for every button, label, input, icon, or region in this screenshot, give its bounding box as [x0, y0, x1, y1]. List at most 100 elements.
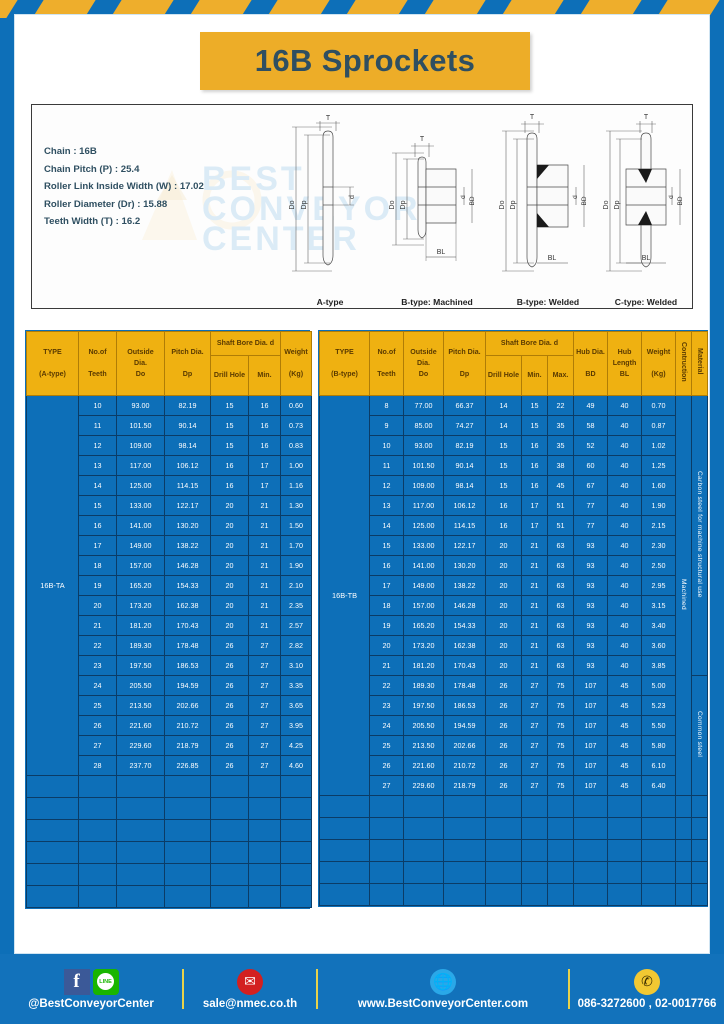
data-cell: 17 — [521, 495, 548, 516]
th-b-hubdia-sub: BD — [585, 370, 596, 378]
data-cell-empty — [691, 839, 709, 862]
data-cell: 75 — [546, 735, 575, 756]
table-row: 18 157.00 146.28 20 21 1.90 — [27, 555, 312, 576]
data-cell: 133.00 — [403, 535, 444, 556]
data-cell: 157.00 — [403, 595, 444, 616]
data-cell: 45 — [607, 675, 643, 696]
data-cell: 93 — [573, 615, 609, 636]
data-cell: 237.70 — [116, 755, 165, 776]
data-cell: 77 — [573, 515, 609, 536]
th-b-weight-sub: (Kg) — [651, 370, 666, 378]
data-cell: 21 — [521, 555, 548, 576]
data-cell: 63 — [546, 555, 575, 576]
data-cell: 75 — [546, 675, 575, 696]
data-cell: 15 — [485, 435, 522, 456]
data-cell-empty — [116, 819, 165, 842]
type-label-cell: 16B-TA — [26, 395, 79, 776]
table-row: 25 213.50 202.66 26 27 3.65 — [27, 695, 312, 716]
data-cell: 0.73 — [280, 415, 312, 436]
th-b-teeth-main: No.of — [377, 348, 396, 356]
data-cell: 20 — [369, 635, 404, 656]
data-cell: 15 — [521, 395, 548, 416]
data-cell: 20 — [210, 495, 249, 516]
data-cell: 26 — [210, 735, 249, 756]
table-row: 20 173.20 162.38 20 21 63 93 40 3.60 — [320, 635, 708, 656]
th-a-weight: Weight (Kg) — [280, 331, 312, 396]
data-cell: 27 — [521, 735, 548, 756]
data-cell: 11 — [369, 455, 404, 476]
data-cell-empty — [280, 841, 312, 864]
data-cell: 16 — [485, 495, 522, 516]
data-cell: 15 — [210, 415, 249, 436]
data-cell: 26 — [210, 695, 249, 716]
footer-item-social[interactable]: f LINE @BestConveyorCenter — [0, 968, 182, 1010]
th-a-min: Min. — [248, 355, 281, 396]
data-cell: 210.72 — [443, 755, 486, 776]
material-cell-common-steel: Common steel — [691, 675, 709, 796]
data-cell: 77 — [573, 495, 609, 516]
data-cell-empty — [26, 841, 79, 864]
email-icon[interactable]: ✉ — [237, 968, 263, 995]
data-cell-empty — [521, 795, 548, 818]
data-cell: 122.17 — [443, 535, 486, 556]
footer-item-email[interactable]: ✉ sale@nmec.co.th — [184, 968, 316, 1010]
data-cell-empty — [443, 883, 486, 906]
data-cell: 26 — [210, 715, 249, 736]
phone-icon[interactable]: ✆ — [634, 968, 660, 995]
th-b-hublen-sub2: BL — [619, 370, 630, 378]
data-cell: 17 — [78, 535, 117, 556]
data-cell: 63 — [546, 635, 575, 656]
data-cell: 146.28 — [164, 555, 211, 576]
spec-line-roller-width: Roller Link Inside Width (W) : 17.02 — [44, 181, 204, 192]
data-cell: 40 — [607, 515, 643, 536]
table-row: 9 85.00 74.27 14 15 35 58 40 0.87 — [320, 415, 708, 436]
data-cell: 21 — [521, 655, 548, 676]
data-cell-empty — [78, 841, 117, 864]
table-row: 17 149.00 138.22 20 21 63 93 40 2.95 — [320, 575, 708, 596]
data-cell-empty — [521, 839, 548, 862]
th-b-hublen-main: Hub — [617, 348, 632, 356]
data-cell: 173.20 — [116, 595, 165, 616]
th-a-teeth-sub: Teeth — [88, 370, 107, 378]
data-cell: 93 — [573, 655, 609, 676]
data-cell: 5.80 — [641, 735, 677, 756]
data-cell: 24 — [78, 675, 117, 696]
data-cell: 52 — [573, 435, 609, 456]
globe-icon[interactable]: 🌐 — [430, 968, 456, 995]
th-b-construction: Contruction — [675, 331, 693, 396]
page-title: 16B Sprockets — [254, 43, 476, 78]
data-cell: 218.79 — [443, 775, 486, 796]
data-cell-empty — [280, 863, 312, 886]
data-cell: 82.19 — [443, 435, 486, 456]
data-cell: 194.59 — [164, 675, 211, 696]
data-cell: 3.60 — [641, 635, 677, 656]
data-cell: 20 — [210, 555, 249, 576]
data-cell: 63 — [546, 595, 575, 616]
svg-text:Dp: Dp — [614, 200, 621, 209]
data-cell: 178.48 — [443, 675, 486, 696]
data-cell-empty — [164, 775, 211, 798]
th-b-hublen: Hub Length BL — [607, 331, 643, 396]
data-cell: 40 — [607, 455, 643, 476]
data-cell: 0.87 — [641, 415, 677, 436]
social-icon-row: f LINE — [63, 968, 119, 995]
data-cell: 4.60 — [280, 755, 312, 776]
data-cell-empty — [319, 795, 370, 818]
data-cell-empty — [78, 885, 117, 908]
data-cell: 154.33 — [443, 615, 486, 636]
data-cell: 25 — [369, 735, 404, 756]
data-cell: 40 — [607, 555, 643, 576]
footer-item-phone[interactable]: ✆ 086-3272600 , 02-0017766 — [570, 968, 724, 1010]
data-cell: 165.20 — [116, 575, 165, 596]
facebook-icon[interactable]: f — [63, 968, 90, 995]
data-cell: 21 — [369, 655, 404, 676]
data-cell-empty — [691, 817, 709, 840]
data-cell: 8 — [369, 395, 404, 416]
data-cell-empty — [116, 885, 165, 908]
line-icon[interactable]: LINE — [92, 968, 119, 995]
data-cell-empty — [485, 817, 522, 840]
th-b-type-main: TYPE — [335, 348, 354, 356]
footer-item-website[interactable]: 🌐 www.BestConveyorCenter.com — [318, 968, 568, 1010]
table-row: 11 101.50 90.14 15 16 0.73 — [27, 415, 312, 436]
data-cell: 114.15 — [443, 515, 486, 536]
